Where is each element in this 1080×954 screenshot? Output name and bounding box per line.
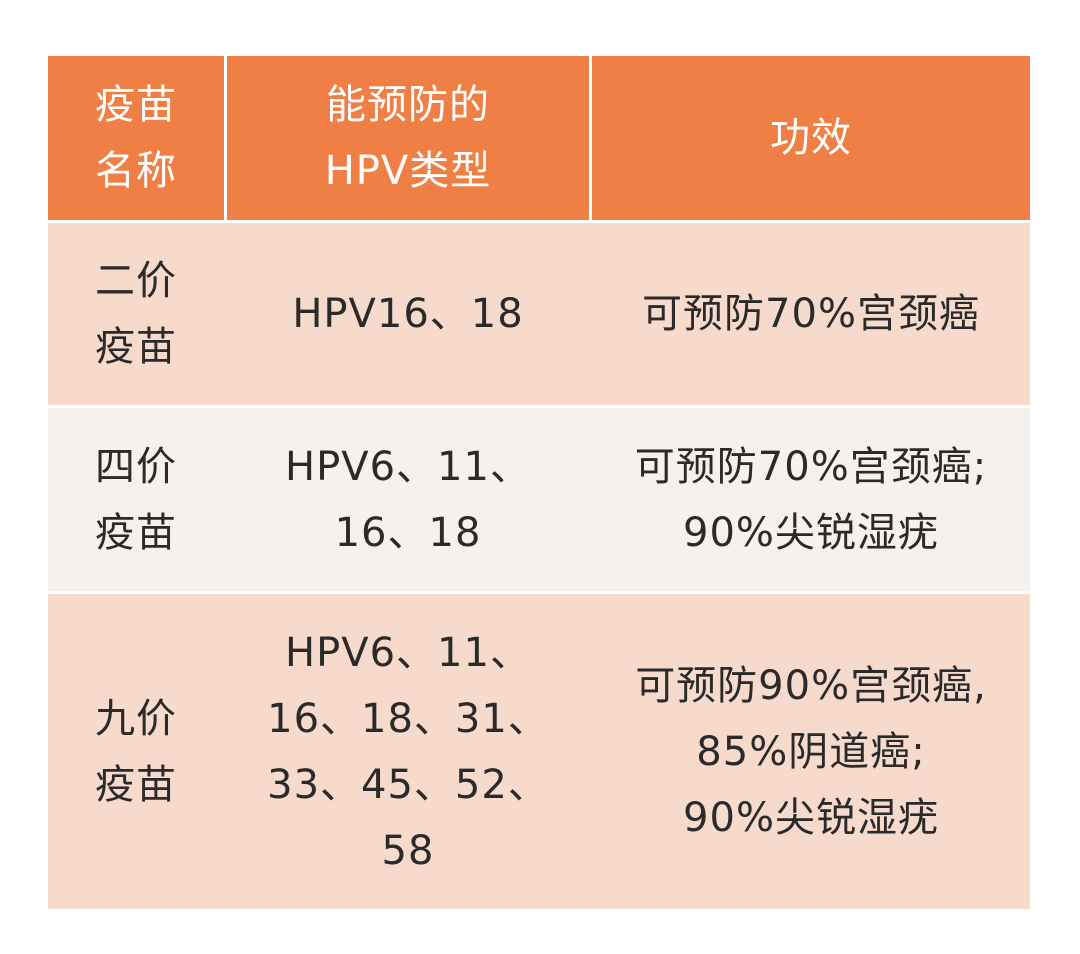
vaccine-name-cell: 四价 疫苗	[48, 408, 224, 591]
hpv-types-line: 16、18	[334, 509, 482, 556]
header-hpv-types-line: 能预防的	[326, 82, 490, 128]
effect-line: 90%尖锐湿疣	[683, 794, 939, 841]
hpv-types-cell: HPV6、11、 16、18	[224, 408, 592, 591]
vaccine-name-cell: 九价 疫苗	[48, 594, 224, 909]
header-effect: 功效	[592, 56, 1030, 220]
vaccine-name-cell: 二价 疫苗	[48, 223, 224, 405]
vaccine-name-line: 疫苗	[95, 324, 177, 370]
header-hpv-types-line: HPV类型	[324, 148, 492, 194]
hpv-types-line: HPV16、18	[292, 291, 524, 337]
effect-line: 85%阴道癌;	[696, 728, 926, 775]
vaccine-name-line: 四价	[95, 443, 177, 490]
header-vaccine-name-line: 疫苗	[95, 82, 177, 128]
header-hpv-types: 能预防的 HPV类型	[224, 56, 592, 220]
hpv-types-line: 33、45、52、	[267, 761, 549, 808]
table-row: 四价 疫苗 HPV6、11、 16、18 可预防70%宫颈癌; 90%尖锐湿疣	[48, 408, 1030, 591]
header-vaccine-name-line: 名称	[95, 148, 177, 194]
effect-line: 90%尖锐湿疣	[683, 509, 939, 556]
header-vaccine-name: 疫苗 名称	[48, 56, 224, 220]
table-row: 九价 疫苗 HPV6、11、 16、18、31、 33、45、52、 58 可预…	[48, 594, 1030, 909]
vaccine-name-line: 九价	[95, 695, 177, 742]
hpv-types-line: HPV6、11、	[285, 629, 531, 676]
hpv-types-line: 58	[381, 827, 435, 874]
table-header-row: 疫苗 名称 能预防的 HPV类型 功效	[48, 56, 1030, 220]
table-row: 二价 疫苗 HPV16、18 可预防70%宫颈癌	[48, 223, 1030, 405]
hpv-vaccine-table: 疫苗 名称 能预防的 HPV类型 功效 二价 疫苗 HPV16、18	[48, 56, 1030, 909]
vaccine-name-line: 疫苗	[95, 509, 177, 556]
header-effect-line: 功效	[770, 115, 852, 161]
vaccine-name-line: 疫苗	[95, 761, 177, 808]
hpv-types-line: 16、18、31、	[267, 695, 549, 742]
effect-line: 可预防70%宫颈癌;	[634, 443, 988, 490]
effect-cell: 可预防90%宫颈癌, 85%阴道癌; 90%尖锐湿疣	[592, 594, 1030, 909]
effect-line: 可预防70%宫颈癌	[642, 291, 980, 337]
hpv-types-line: HPV6、11、	[285, 443, 531, 490]
hpv-types-cell: HPV16、18	[224, 223, 592, 405]
effect-cell: 可预防70%宫颈癌	[592, 223, 1030, 405]
hpv-types-cell: HPV6、11、 16、18、31、 33、45、52、 58	[224, 594, 592, 909]
effect-cell: 可预防70%宫颈癌; 90%尖锐湿疣	[592, 408, 1030, 591]
vaccine-name-line: 二价	[95, 258, 177, 304]
effect-line: 可预防90%宫颈癌,	[635, 662, 987, 709]
